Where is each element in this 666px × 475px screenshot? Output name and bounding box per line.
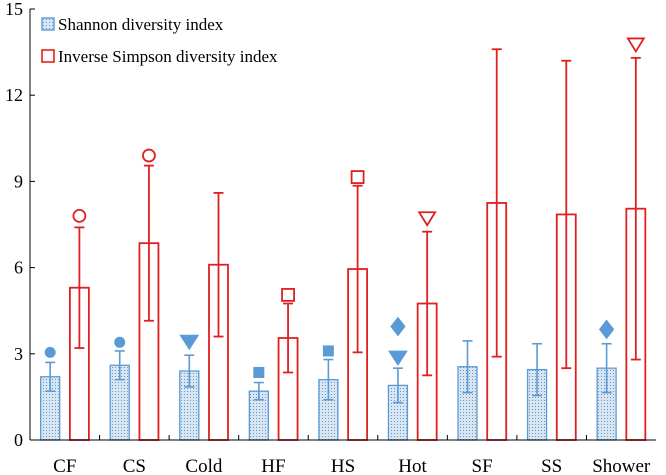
error-bar-inverse-simpson-hot <box>422 230 433 377</box>
y-tick-label: 3 <box>14 344 23 364</box>
x-tick-label-hf: HF <box>261 456 285 475</box>
x-tick-label-cold: Cold <box>185 456 222 475</box>
legend-swatch-inverse-simpson <box>41 49 55 63</box>
error-bar-inverse-simpson-hf <box>283 302 294 374</box>
marker-square-filled-hs <box>322 345 334 357</box>
y-tick-label: 15 <box>5 0 23 19</box>
legend-swatch-shannon <box>41 17 55 31</box>
error-bar-shannon-sf <box>462 340 473 394</box>
error-bar-shannon-hf <box>253 381 264 401</box>
x-tick-label-shower: Shower <box>592 456 651 475</box>
y-tick-label: 0 <box>14 430 23 450</box>
legend-label-shannon: Shannon diversity index <box>58 15 224 34</box>
x-tick-label-cs: CS <box>123 456 146 475</box>
marker-triangle-down-open-hot <box>417 211 437 227</box>
bars <box>40 48 647 441</box>
error-bar-shannon-hs <box>323 358 334 401</box>
x-tick-label-cf: CF <box>53 456 76 475</box>
error-bar-inverse-simpson-hs <box>352 184 363 354</box>
y-ticks: 0 3 6 9 12 15 <box>5 0 35 450</box>
error-bar-inverse-simpson-shower <box>630 56 641 361</box>
marker-circle-open-cf <box>72 208 87 223</box>
y-tick-label: 12 <box>5 85 23 105</box>
y-tick-label: 6 <box>14 258 23 278</box>
x-tick-label-hs: HS <box>331 456 355 475</box>
marker-square-open-hs <box>350 170 365 184</box>
marker-diamond-filled-shower <box>598 319 615 340</box>
error-bar-shannon-cf <box>45 361 56 392</box>
error-bar-inverse-simpson-ss <box>561 59 572 370</box>
marker-triangle-down-filled-hot <box>388 350 408 367</box>
error-bar-inverse-simpson-sf <box>491 48 502 358</box>
legend: Shannon diversity index Inverse Simpson … <box>41 15 278 66</box>
x-tick-label-ss: SS <box>541 456 562 475</box>
error-bar-inverse-simpson-cs <box>143 164 154 322</box>
error-bar-shannon-ss <box>532 342 543 397</box>
marker-circle-open-cs <box>142 148 156 163</box>
x-tick-label-hot: Hot <box>398 456 427 475</box>
marker-diamond-filled-hot <box>390 316 406 337</box>
error-bar-shannon-cs <box>114 350 125 381</box>
marker-square-filled-hf <box>253 366 265 378</box>
legend-label-inverse-simpson: Inverse Simpson diversity index <box>58 47 278 66</box>
marker-circle-filled-cs <box>114 336 126 348</box>
x-tick-label-sf: SF <box>472 456 493 475</box>
marker-circle-filled-cf <box>44 346 56 358</box>
significance-markers <box>44 37 646 378</box>
marker-square-open-hf <box>281 287 295 302</box>
axes <box>29 9 656 441</box>
error-bar-shannon-cold <box>184 354 195 388</box>
error-bar-shannon-hot <box>392 367 403 404</box>
y-tick-label: 9 <box>14 171 23 191</box>
marker-triangle-down-filled-cold <box>179 334 200 351</box>
x-ticks: CF CS Cold HF HS Hot SF SS Shower <box>53 435 651 475</box>
error-bar-inverse-simpson-cold <box>213 191 224 338</box>
error-bar-inverse-simpson-cf <box>74 226 85 349</box>
error-bar-shannon-shower <box>601 342 612 394</box>
marker-triangle-down-open-shower <box>626 37 646 54</box>
